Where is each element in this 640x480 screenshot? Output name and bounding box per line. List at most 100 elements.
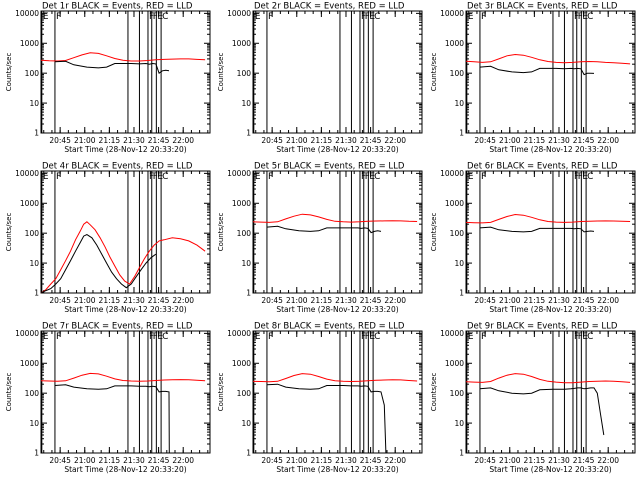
y-tick-label: 10 (241, 99, 251, 108)
y-tick-label: 1 (459, 449, 464, 458)
x-tick-label: 21:15 (524, 136, 546, 145)
panel-det-4: Det 4r BLACK = Events, RED = LLD 1 10 100 10… (5, 162, 211, 314)
y-tick-label: 100 (237, 69, 252, 78)
panel-det-7: Det 7r BLACK = Events, RED = LLD 1 10 100 10… (5, 322, 211, 474)
x-tick-label: 21:15 (99, 136, 121, 145)
flag-label: E (468, 332, 474, 342)
x-tick-label: 21:00 (286, 136, 308, 145)
flag-label: E (43, 172, 49, 182)
events-series-line (40, 234, 157, 294)
x-tick-label: 21:45 (148, 296, 170, 305)
x-axis-label: Start Time (28-Nov-12 20:33:20) (489, 145, 611, 154)
x-tick-label: 20:45 (49, 136, 71, 145)
y-tick-label: 10 (241, 259, 251, 268)
flag-label: E (369, 12, 375, 22)
panel-det-5: Det 5r BLACK = Events, RED = LLD 1 10 100 10… (217, 162, 423, 314)
x-tick-label: 21:00 (286, 296, 308, 305)
events-series-line (479, 387, 605, 436)
flag-label: C (587, 332, 593, 342)
flag-label: E (369, 332, 375, 342)
x-tick-label: 22:00 (172, 456, 194, 465)
flag-label: F (481, 172, 486, 182)
flag-label: F (153, 12, 158, 22)
flag-label: E (157, 12, 163, 22)
y-tick-label: 1000 (232, 199, 251, 208)
flag-label: E (468, 12, 474, 22)
x-axis-label: Start Time (28-Nov-12 20:33:20) (64, 145, 186, 154)
flag-label: E (468, 172, 474, 182)
x-tick-label: 20:45 (49, 456, 71, 465)
x-tick-label: 20:45 (474, 136, 496, 145)
flag-label: F (578, 332, 583, 342)
y-tick-label: 10000 (440, 329, 464, 338)
flag-label: E (157, 172, 163, 182)
x-tick-label: 21:45 (573, 136, 595, 145)
y-tick-label: 1 (34, 449, 39, 458)
x-tick-label: 20:45 (474, 296, 496, 305)
events-series-line (479, 65, 595, 76)
x-axis-label: Start Time (28-Nov-12 20:33:20) (489, 305, 611, 314)
x-tick-label: 21:15 (524, 296, 546, 305)
flag-label: F (365, 12, 370, 22)
x-axis-label: Start Time (28-Nov-12 20:33:20) (276, 465, 398, 474)
x-tick-label: 21:30 (335, 296, 357, 305)
y-axis-label: Counts/sec (430, 373, 438, 412)
y-axis-label: Counts/sec (430, 213, 438, 252)
y-tick-label: 10000 (227, 9, 251, 18)
y-tick-label: 100 (25, 389, 40, 398)
flag-label: E (255, 12, 261, 22)
y-tick-label: 10000 (440, 169, 464, 178)
y-tick-label: 1 (246, 129, 251, 138)
y-axis-label: Counts/sec (217, 373, 225, 412)
lld-series-line (465, 373, 631, 384)
flag-label: F (56, 12, 61, 22)
flag-label: F (481, 332, 486, 342)
y-tick-label: 1 (246, 289, 251, 298)
x-tick-label: 21:00 (74, 136, 96, 145)
x-tick-label: 21:45 (148, 456, 170, 465)
y-tick-label: 10000 (15, 9, 39, 18)
flag-label: F (481, 12, 486, 22)
x-tick-label: 21:30 (548, 456, 570, 465)
y-tick-label: 100 (450, 69, 465, 78)
x-tick-label: 21:30 (548, 136, 570, 145)
x-tick-label: 21:15 (311, 136, 333, 145)
panel-det-8: Det 8r BLACK = Events, RED = LLD 1 10 100 10… (217, 322, 423, 474)
flag-label: F (578, 172, 583, 182)
y-tick-label: 10 (29, 259, 39, 268)
x-tick-label: 21:30 (335, 136, 357, 145)
y-tick-label: 10 (241, 419, 251, 428)
y-tick-label: 10000 (440, 9, 464, 18)
panel-title: Det 3r BLACK = Events, RED = LLD (467, 2, 618, 12)
x-tick-label: 22:00 (172, 136, 194, 145)
y-tick-label: 10000 (15, 169, 39, 178)
x-axis-label: Start Time (28-Nov-12 20:33:20) (276, 305, 398, 314)
y-tick-label: 100 (237, 229, 252, 238)
lld-series-line (40, 221, 206, 294)
y-tick-label: 1000 (20, 39, 39, 48)
x-tick-label: 22:00 (384, 456, 406, 465)
y-tick-label: 1 (459, 129, 464, 138)
panel-title: Det 6r BLACK = Events, RED = LLD (467, 162, 618, 172)
y-tick-label: 1000 (445, 39, 464, 48)
lld-series-line (465, 53, 631, 65)
panel-title: Det 5r BLACK = Events, RED = LLD (254, 162, 405, 172)
flag-label: E (43, 12, 49, 22)
x-tick-label: 21:15 (99, 456, 121, 465)
x-tick-label: 21:00 (499, 136, 521, 145)
flag-label: C (374, 12, 380, 22)
x-tick-label: 21:15 (524, 456, 546, 465)
flag-label: C (587, 172, 593, 182)
flag-label: F (268, 172, 273, 182)
y-tick-label: 1000 (20, 199, 39, 208)
flag-label: F (56, 332, 61, 342)
flag-label: C (374, 172, 380, 182)
y-tick-label: 100 (450, 389, 465, 398)
y-tick-label: 100 (450, 229, 465, 238)
y-tick-label: 10000 (227, 169, 251, 178)
panel-title: Det 8r BLACK = Events, RED = LLD (254, 322, 405, 332)
x-tick-label: 21:00 (74, 296, 96, 305)
x-tick-label: 21:30 (335, 456, 357, 465)
x-tick-label: 20:45 (261, 296, 283, 305)
